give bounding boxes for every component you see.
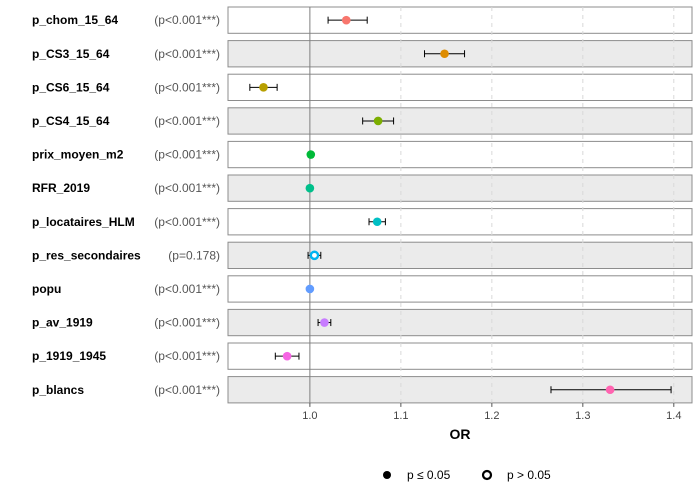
row-variable-label: prix_moyen_m2 — [32, 148, 124, 162]
legend: p ≤ 0.05 p > 0.05 — [383, 468, 551, 482]
points — [259, 15, 615, 395]
row-band — [227, 107, 693, 135]
x-tick-label: 1.4 — [666, 410, 681, 422]
row-band — [227, 6, 693, 34]
row-pvalue-label: (p<0.001***) — [154, 47, 220, 61]
point-estimate — [320, 318, 329, 327]
error-bars — [249, 16, 672, 394]
row-band — [227, 73, 693, 101]
row-band — [227, 241, 693, 269]
row-band — [227, 174, 693, 202]
legend-filled-label: p ≤ 0.05 — [407, 468, 451, 482]
row-band — [227, 342, 693, 370]
x-tick-label: 1.2 — [484, 410, 499, 422]
row-pvalue-label: (p<0.001***) — [154, 215, 220, 229]
row-band — [227, 140, 693, 169]
row-variable-label: popu — [32, 282, 61, 296]
row-variable-label: p_1919_1945 — [32, 349, 106, 363]
point-estimate — [259, 83, 268, 92]
grid-lines — [400, 7, 675, 403]
x-tick-label: 1.1 — [393, 410, 408, 422]
row-pvalue-label: (p<0.001***) — [154, 349, 220, 363]
row-pvalue-label: (p<0.001***) — [154, 80, 220, 94]
row-variable-label: p_locataires_HLM — [32, 215, 135, 229]
row-pvalue-label: (p<0.001***) — [154, 148, 220, 162]
legend-filled-marker — [383, 471, 391, 479]
row-labels: p_chom_15_64 p_CS3_15_64 p_CS6_15_64 p_CS4_… — [32, 13, 141, 397]
row-variable-label: p_chom_15_64 — [32, 13, 118, 27]
row-pvalue-label: (p<0.001***) — [154, 316, 220, 330]
pvalue-labels: (p<0.001***) (p<0.001***) (p<0.001***) (p<0… — [154, 13, 220, 397]
row-band — [227, 275, 693, 303]
point-estimate — [440, 49, 449, 59]
x-tick-label: 1.0 — [302, 410, 317, 422]
x-axis-label: OR — [450, 426, 471, 442]
x-axis-ticks: 1.0 1.1 1.2 1.3 1.4 — [302, 402, 681, 422]
x-tick-label: 1.3 — [575, 410, 590, 422]
row-band — [227, 208, 693, 236]
row-pvalue-label: (p=0.178) — [168, 248, 220, 262]
row-variable-label: p_av_1919 — [32, 316, 93, 330]
point-estimate — [309, 250, 320, 261]
row-pvalue-label: (p<0.001***) — [154, 282, 220, 296]
legend-open-label: p > 0.05 — [507, 468, 551, 482]
row-variable-label: p_res_secondaires — [32, 248, 141, 262]
row-pvalue-label: (p<0.001***) — [154, 13, 220, 27]
point-estimate — [605, 385, 615, 395]
row-band — [227, 308, 693, 337]
row-variable-label: p_blancs — [32, 383, 84, 397]
point-estimate — [282, 351, 292, 361]
row-variable-label: RFR_2019 — [32, 181, 90, 195]
row-pvalue-label: (p<0.001***) — [154, 383, 220, 397]
legend-open-marker — [481, 469, 493, 481]
row-variable-label: p_CS3_15_64 — [32, 47, 110, 61]
row-variable-label: p_CS4_15_64 — [32, 114, 110, 128]
point-estimate — [373, 116, 383, 126]
row-variable-label: p_CS6_15_64 — [32, 80, 110, 94]
row-backgrounds — [227, 6, 693, 404]
point-estimate — [372, 217, 382, 227]
point-estimate — [305, 183, 315, 193]
row-pvalue-label: (p<0.001***) — [154, 181, 220, 195]
point-estimate — [341, 15, 351, 25]
row-pvalue-label: (p<0.001***) — [154, 114, 220, 128]
point-estimate — [306, 150, 316, 159]
point-estimate — [305, 284, 315, 294]
